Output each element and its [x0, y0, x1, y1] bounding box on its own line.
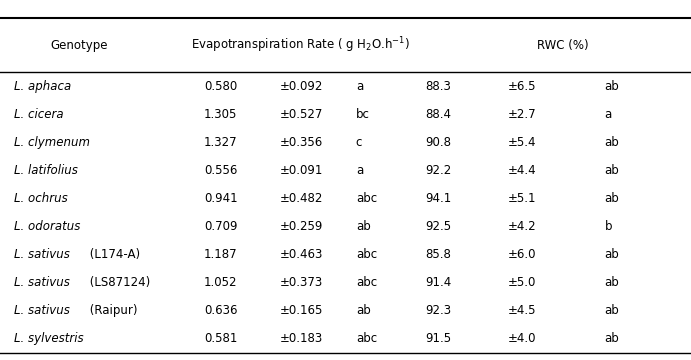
Text: L. sativus: L. sativus	[14, 276, 70, 289]
Text: ab: ab	[356, 220, 370, 233]
Text: ab: ab	[356, 304, 370, 317]
Text: ±4.4: ±4.4	[508, 164, 536, 177]
Text: 91.4: 91.4	[425, 276, 451, 289]
Text: ±0.183: ±0.183	[280, 332, 323, 345]
Text: 88.4: 88.4	[425, 108, 451, 121]
Text: 92.5: 92.5	[425, 220, 451, 233]
Text: ab: ab	[605, 136, 619, 149]
Text: ab: ab	[605, 192, 619, 205]
Text: L. ochrus: L. ochrus	[14, 192, 68, 205]
Text: ab: ab	[605, 248, 619, 261]
Text: L. cicera: L. cicera	[14, 108, 64, 121]
Text: 1.305: 1.305	[204, 108, 237, 121]
Text: 91.5: 91.5	[425, 332, 451, 345]
Text: ±5.4: ±5.4	[508, 136, 536, 149]
Text: L. aphaca: L. aphaca	[14, 80, 71, 93]
Text: ±4.2: ±4.2	[508, 220, 536, 233]
Text: ab: ab	[605, 164, 619, 177]
Text: a: a	[356, 164, 363, 177]
Text: abc: abc	[356, 192, 377, 205]
Text: L. sativus: L. sativus	[14, 248, 70, 261]
Text: ab: ab	[605, 80, 619, 93]
Text: 92.3: 92.3	[425, 304, 451, 317]
Text: L. sativus: L. sativus	[14, 304, 70, 317]
Text: 94.1: 94.1	[425, 192, 451, 205]
Text: abc: abc	[356, 332, 377, 345]
Text: L. clymenum: L. clymenum	[14, 136, 90, 149]
Text: ±0.259: ±0.259	[280, 220, 323, 233]
Text: ±0.373: ±0.373	[280, 276, 323, 289]
Text: (Raipur): (Raipur)	[86, 304, 138, 317]
Text: 85.8: 85.8	[425, 248, 451, 261]
Text: ±5.1: ±5.1	[508, 192, 536, 205]
Text: ±2.7: ±2.7	[508, 108, 536, 121]
Text: ±0.463: ±0.463	[280, 248, 323, 261]
Text: L. sylvestris: L. sylvestris	[14, 332, 84, 345]
Text: ±0.165: ±0.165	[280, 304, 323, 317]
Text: Evapotranspiration Rate ( g H$_2$O.h$^{-1}$): Evapotranspiration Rate ( g H$_2$O.h$^{-…	[191, 35, 410, 55]
Text: bc: bc	[356, 108, 370, 121]
Text: 0.580: 0.580	[204, 80, 237, 93]
Text: ±4.5: ±4.5	[508, 304, 536, 317]
Text: ±0.482: ±0.482	[280, 192, 323, 205]
Text: 90.8: 90.8	[425, 136, 451, 149]
Text: ab: ab	[605, 332, 619, 345]
Text: c: c	[356, 136, 362, 149]
Text: ±0.092: ±0.092	[280, 80, 323, 93]
Text: ±5.0: ±5.0	[508, 276, 536, 289]
Text: 1.052: 1.052	[204, 276, 237, 289]
Text: ±4.0: ±4.0	[508, 332, 536, 345]
Text: ab: ab	[605, 304, 619, 317]
Text: abc: abc	[356, 248, 377, 261]
Text: ±6.0: ±6.0	[508, 248, 536, 261]
Text: 88.3: 88.3	[425, 80, 451, 93]
Text: L. odoratus: L. odoratus	[14, 220, 80, 233]
Text: 1.187: 1.187	[204, 248, 238, 261]
Text: 0.556: 0.556	[204, 164, 237, 177]
Text: 0.709: 0.709	[204, 220, 237, 233]
Text: 0.941: 0.941	[204, 192, 238, 205]
Text: ±6.5: ±6.5	[508, 80, 536, 93]
Text: 92.2: 92.2	[425, 164, 451, 177]
Text: ±0.356: ±0.356	[280, 136, 323, 149]
Text: 0.581: 0.581	[204, 332, 237, 345]
Text: RWC (%): RWC (%)	[538, 39, 589, 51]
Text: L. latifolius: L. latifolius	[14, 164, 77, 177]
Text: ±0.527: ±0.527	[280, 108, 323, 121]
Text: Genotype: Genotype	[50, 39, 108, 51]
Text: ab: ab	[605, 276, 619, 289]
Text: 1.327: 1.327	[204, 136, 238, 149]
Text: (LS87124): (LS87124)	[86, 276, 150, 289]
Text: a: a	[605, 108, 612, 121]
Text: ±0.091: ±0.091	[280, 164, 323, 177]
Text: 0.636: 0.636	[204, 304, 237, 317]
Text: b: b	[605, 220, 612, 233]
Text: (L174-A): (L174-A)	[86, 248, 140, 261]
Text: a: a	[356, 80, 363, 93]
Text: abc: abc	[356, 276, 377, 289]
